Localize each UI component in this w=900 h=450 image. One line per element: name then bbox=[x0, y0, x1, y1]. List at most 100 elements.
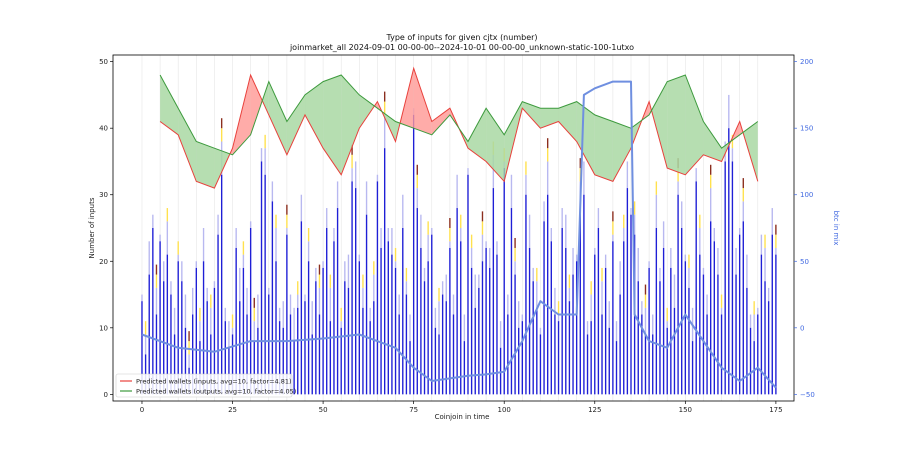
bar-ghost bbox=[289, 294, 292, 315]
bar-ghost bbox=[239, 267, 241, 302]
bar-ghost bbox=[311, 301, 313, 335]
area-fill-segment bbox=[286, 94, 305, 155]
area-fill-segment bbox=[304, 81, 324, 149]
bar-ghost bbox=[365, 181, 368, 215]
bar bbox=[546, 194, 549, 395]
bar bbox=[717, 274, 719, 395]
bar bbox=[503, 168, 505, 395]
bar bbox=[510, 208, 513, 395]
bar-yellow-segment bbox=[340, 307, 342, 322]
bar bbox=[362, 307, 364, 395]
bar bbox=[402, 228, 404, 395]
bar bbox=[253, 341, 255, 395]
bar bbox=[318, 314, 321, 395]
bar-yellow-segment bbox=[177, 241, 179, 255]
bar-ghost bbox=[373, 274, 375, 302]
bar bbox=[604, 267, 607, 395]
bar-brown-segment bbox=[286, 204, 288, 215]
bar-yellow-segment bbox=[666, 307, 668, 322]
bar-ghost bbox=[275, 228, 277, 262]
bar bbox=[163, 281, 165, 395]
bar-ghost bbox=[383, 114, 386, 149]
bar-yellow-segment bbox=[449, 228, 451, 242]
bar bbox=[760, 254, 763, 395]
y-right-tick-label: 50 bbox=[800, 258, 809, 266]
bar-yellow-segment bbox=[709, 174, 712, 189]
bar bbox=[394, 267, 397, 395]
bar-ghost bbox=[738, 228, 741, 235]
bar bbox=[673, 307, 676, 395]
bar-ghost bbox=[456, 174, 458, 209]
bar-ghost bbox=[655, 194, 658, 228]
bar-ghost bbox=[148, 241, 150, 275]
area-fill-segment bbox=[341, 74, 360, 175]
bar bbox=[699, 254, 701, 395]
bar-ghost bbox=[499, 321, 502, 348]
bar-ghost bbox=[286, 228, 288, 235]
bar-ghost bbox=[764, 247, 766, 282]
bar-ghost bbox=[518, 301, 520, 328]
bar bbox=[626, 188, 629, 395]
bar-ghost bbox=[257, 294, 259, 328]
bar bbox=[412, 114, 415, 395]
bar-ghost bbox=[630, 208, 632, 215]
bar-brown-segment bbox=[416, 164, 418, 175]
bar bbox=[525, 194, 527, 395]
bar bbox=[463, 341, 466, 395]
bar bbox=[304, 301, 306, 395]
bar-ghost bbox=[496, 241, 498, 255]
bar-ghost bbox=[431, 228, 433, 235]
bar bbox=[532, 281, 534, 395]
bar-ghost bbox=[615, 321, 618, 342]
bar bbox=[677, 194, 679, 395]
bar bbox=[735, 274, 737, 395]
bar-ghost bbox=[586, 321, 589, 335]
bar-yellow-segment bbox=[460, 214, 462, 228]
bar bbox=[416, 208, 418, 395]
bar-ghost bbox=[575, 254, 578, 262]
area-fill-segment bbox=[742, 121, 758, 182]
bar-ghost bbox=[228, 321, 230, 348]
bar-brown-segment bbox=[514, 237, 516, 248]
bar-yellow-segment bbox=[210, 294, 212, 308]
bar-ghost bbox=[521, 314, 524, 322]
bar-ghost bbox=[402, 194, 404, 228]
bar-ghost bbox=[728, 94, 730, 129]
bar bbox=[561, 228, 563, 395]
bar-ghost bbox=[202, 228, 205, 262]
bar-ghost bbox=[333, 228, 335, 242]
bar bbox=[478, 287, 480, 395]
bar-ghost bbox=[485, 241, 487, 248]
bar bbox=[702, 274, 705, 395]
bar-ghost bbox=[467, 168, 469, 175]
bar bbox=[764, 281, 766, 395]
y-tick-label: 40 bbox=[99, 125, 108, 133]
bar-yellow-segment bbox=[275, 214, 277, 228]
bar bbox=[387, 241, 389, 395]
bar-ghost bbox=[735, 247, 737, 275]
bar bbox=[554, 314, 556, 395]
bar-ghost bbox=[213, 281, 216, 288]
bar bbox=[499, 347, 502, 395]
bar-yellow-segment bbox=[297, 281, 299, 295]
y-right-tick-label: 150 bbox=[800, 125, 813, 133]
bar bbox=[456, 208, 458, 395]
bar-ghost bbox=[550, 228, 552, 242]
bar bbox=[749, 327, 752, 395]
bar-ghost bbox=[347, 254, 350, 288]
bar bbox=[536, 307, 538, 395]
bar bbox=[155, 314, 158, 395]
bar bbox=[192, 314, 194, 395]
bar bbox=[268, 294, 270, 395]
bar-ghost bbox=[329, 287, 332, 322]
chart-subtitle: joinmarket_all 2024-09-01 00-00-00--2024… bbox=[289, 43, 634, 52]
bar-ghost bbox=[420, 214, 422, 248]
bar bbox=[568, 301, 571, 395]
bar bbox=[775, 254, 777, 395]
bar bbox=[757, 314, 759, 395]
bar-ghost bbox=[253, 321, 255, 342]
bar bbox=[619, 294, 621, 395]
bar bbox=[612, 241, 614, 395]
y-axis-right-ticks: −50 0 50 100 150 200 bbox=[794, 58, 815, 399]
bar bbox=[373, 301, 375, 395]
